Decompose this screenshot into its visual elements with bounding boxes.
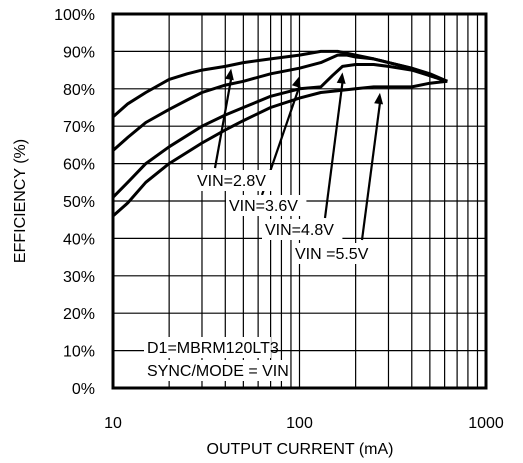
y-tick-label: 10% (63, 344, 95, 361)
annotation-label: SYNC/MODE = VIN (147, 363, 289, 380)
y-tick-label: 0% (72, 381, 95, 398)
annotation-label: VIN=3.6V (229, 198, 298, 215)
y-tick-label: 40% (63, 231, 95, 248)
y-tick-label: 90% (63, 44, 95, 61)
series-line-2 (112, 53, 448, 152)
x-axis-title: OUTPUT CURRENT (mA) (207, 441, 394, 458)
y-tick-label: 70% (63, 119, 95, 136)
annotation-label-bg (194, 170, 275, 191)
series-line-1 (112, 49, 448, 119)
curves (111, 49, 448, 218)
x-tick-label: 10 (104, 415, 122, 432)
annotation-label-bg (144, 337, 271, 358)
x-tick-label: 100 (286, 415, 313, 432)
annotation-arrowhead (291, 76, 301, 88)
annotation-arrowhead (336, 72, 346, 84)
y-tick-label: 60% (63, 157, 95, 174)
y-axis-title: EFFICIENCY (%) (12, 139, 29, 263)
x-tick-label: 1000 (468, 415, 504, 432)
y-tick-label: 20% (63, 306, 95, 323)
annotation-label-bg (292, 243, 382, 264)
annotation-label: VIN=2.8V (197, 173, 266, 190)
y-tick-label: 30% (63, 269, 95, 286)
y-tick-label: 80% (63, 82, 95, 99)
annotation-label-bg (226, 195, 307, 216)
plot-frame (111, 12, 488, 390)
y-tick-label: 100% (54, 7, 95, 24)
annotation-arrow (360, 102, 382, 241)
annotation-arrow (213, 78, 233, 169)
series-line-4 (112, 79, 448, 218)
annotation-label-bg (144, 360, 290, 381)
annotation-arrow (323, 82, 344, 219)
y-tick-label: 50% (63, 194, 95, 211)
series-line-3 (111, 63, 448, 199)
annotation-label: D1=MBRM120LT3 (147, 340, 279, 357)
annotation-label: VIN=4.8V (265, 222, 334, 239)
annotation-label: VIN =5.5V (295, 246, 369, 263)
annotation-arrowhead (374, 92, 384, 105)
tick-labels: 0% 10% 20% 30% 40% 50% 60% 70% 80% 90% 100% 10 100 10… (54, 7, 504, 432)
annotation-label-bg (262, 219, 343, 240)
annotation-labels: VIN=2.8V VIN=3.6V VIN=4.8V VIN =5.5V D1=MBRM… (144, 170, 382, 381)
annotation-arrowhead (224, 68, 234, 81)
